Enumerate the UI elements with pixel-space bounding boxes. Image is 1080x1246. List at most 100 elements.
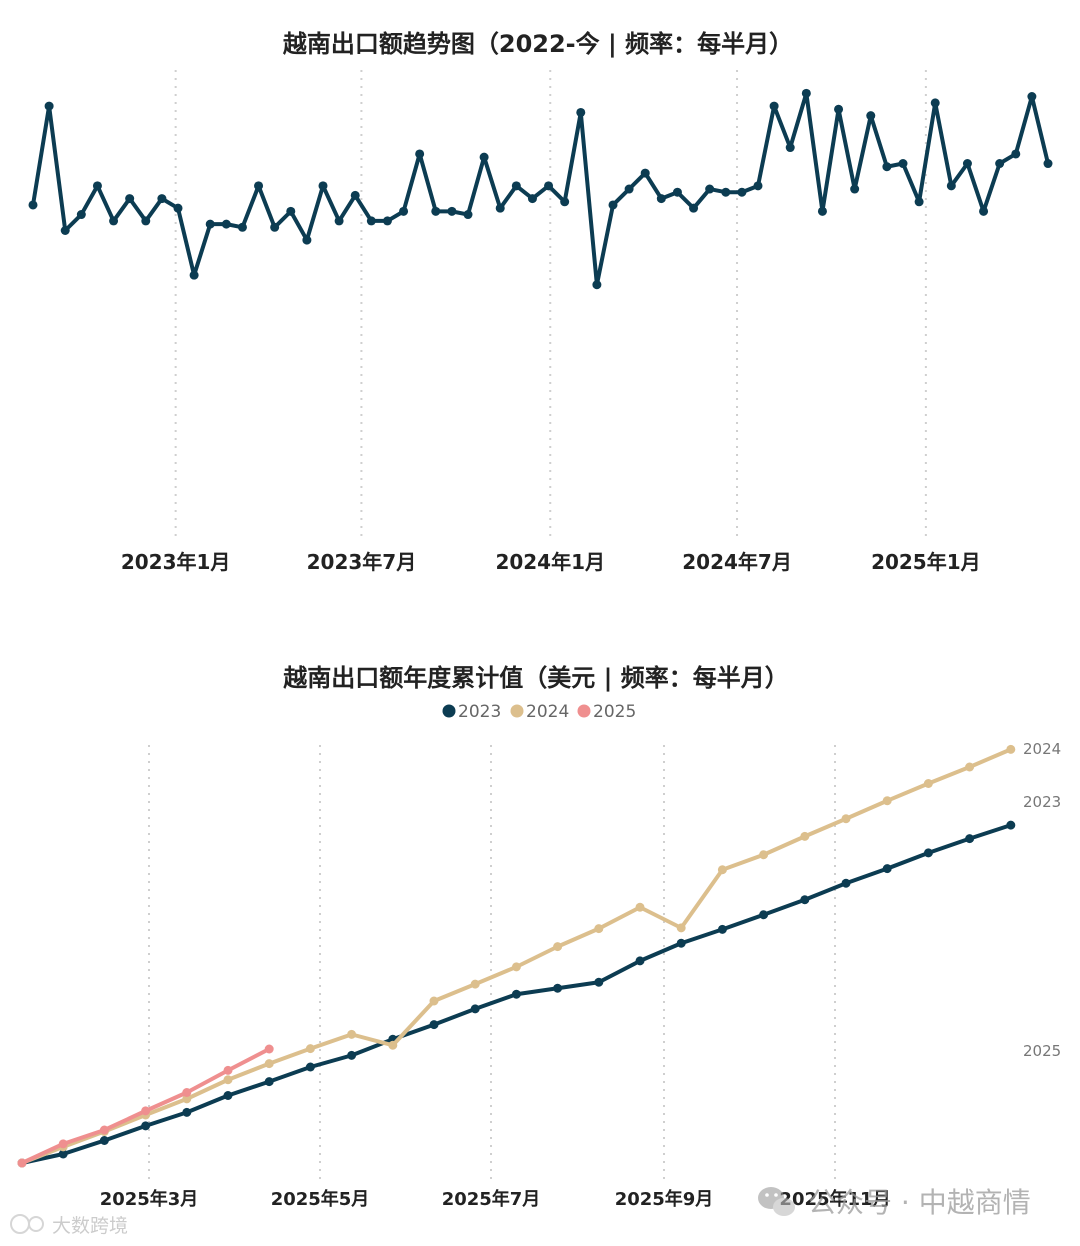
trend-data-point[interactable]	[76, 210, 86, 220]
trend-data-point[interactable]	[173, 203, 183, 213]
trend-data-point[interactable]	[366, 216, 376, 226]
trend-data-point[interactable]	[382, 216, 392, 226]
trend-data-point[interactable]	[705, 184, 715, 194]
cumulative-data-point-2024[interactable]	[388, 1040, 398, 1050]
cumulative-data-point-2023[interactable]	[759, 910, 769, 920]
trend-data-point[interactable]	[995, 159, 1005, 169]
trend-data-point[interactable]	[302, 235, 312, 245]
trend-data-point[interactable]	[608, 200, 618, 210]
cumulative-data-point-2024[interactable]	[182, 1094, 192, 1104]
cumulative-data-point-2023[interactable]	[470, 1004, 480, 1014]
trend-data-point[interactable]	[640, 168, 650, 178]
trend-data-point[interactable]	[914, 197, 924, 207]
cumulative-data-point-2024[interactable]	[841, 814, 851, 824]
trend-data-point[interactable]	[270, 222, 280, 232]
cumulative-data-point-2023[interactable]	[635, 956, 645, 966]
cumulative-data-point-2023[interactable]	[717, 924, 727, 934]
trend-data-point[interactable]	[237, 222, 247, 232]
trend-data-point[interactable]	[560, 197, 570, 207]
trend-data-point[interactable]	[672, 187, 682, 197]
legend-item-2025[interactable]: 2025	[577, 702, 637, 722]
cumulative-data-point-2024[interactable]	[1006, 744, 1016, 754]
cumulative-data-point-2025[interactable]	[58, 1139, 68, 1149]
trend-data-point[interactable]	[979, 206, 989, 216]
cumulative-data-point-2024[interactable]	[923, 779, 933, 788]
trend-data-point[interactable]	[60, 226, 70, 235]
cumulative-data-point-2024[interactable]	[264, 1059, 274, 1069]
cumulative-data-point-2024[interactable]	[635, 902, 645, 912]
cumulative-data-point-2023[interactable]	[511, 989, 521, 999]
cumulative-data-point-2024[interactable]	[759, 850, 769, 860]
legend-item-2023[interactable]: 2023	[442, 702, 502, 722]
trend-data-point[interactable]	[946, 181, 956, 191]
trend-data-point[interactable]	[447, 206, 457, 216]
trend-data-point[interactable]	[834, 104, 844, 114]
cumulative-data-point-2023[interactable]	[1006, 820, 1016, 830]
cumulative-data-point-2024[interactable]	[511, 962, 521, 972]
trend-data-point[interactable]	[318, 181, 328, 191]
trend-data-point[interactable]	[511, 181, 521, 191]
cumulative-data-point-2023[interactable]	[676, 938, 686, 948]
legend-item-2024[interactable]: 2024	[510, 702, 570, 722]
cumulative-data-point-2025[interactable]	[17, 1158, 27, 1168]
trend-data-point[interactable]	[28, 200, 38, 210]
cumulative-data-point-2024[interactable]	[882, 796, 892, 806]
cumulative-data-point-2024[interactable]	[429, 996, 439, 1006]
trend-data-point[interactable]	[205, 219, 215, 229]
cumulative-data-point-2023[interactable]	[553, 983, 563, 993]
trend-data-point[interactable]	[399, 206, 409, 216]
trend-data-point[interactable]	[463, 210, 473, 220]
cumulative-data-point-2023[interactable]	[141, 1121, 151, 1131]
trend-data-point[interactable]	[495, 203, 505, 213]
trend-data-point[interactable]	[866, 111, 876, 121]
cumulative-chart-legend[interactable]: 2023 2024 2025	[442, 702, 637, 722]
trend-data-point[interactable]	[785, 143, 795, 153]
cumulative-data-point-2024[interactable]	[553, 942, 563, 952]
cumulative-data-point-2023[interactable]	[305, 1062, 315, 1072]
cumulative-data-point-2023[interactable]	[182, 1107, 192, 1117]
trend-data-point[interactable]	[415, 149, 425, 159]
trend-data-point[interactable]	[254, 181, 264, 191]
cumulative-data-point-2024[interactable]	[717, 865, 727, 875]
trend-data-point[interactable]	[431, 206, 441, 216]
cumulative-data-point-2024[interactable]	[965, 762, 975, 772]
trend-data-point[interactable]	[769, 101, 779, 111]
trend-data-point[interactable]	[721, 187, 731, 197]
cumulative-data-point-2023[interactable]	[264, 1077, 274, 1087]
trend-data-point[interactable]	[92, 181, 102, 191]
trend-data-point[interactable]	[125, 194, 135, 204]
trend-data-point[interactable]	[109, 216, 119, 226]
trend-data-point[interactable]	[189, 270, 199, 280]
trend-data-point[interactable]	[479, 152, 489, 162]
cumulative-data-point-2024[interactable]	[305, 1044, 315, 1054]
trend-data-point[interactable]	[624, 184, 634, 194]
trend-data-point[interactable]	[850, 184, 860, 194]
cumulative-data-point-2024[interactable]	[347, 1029, 357, 1039]
trend-data-point[interactable]	[592, 280, 602, 290]
cumulative-data-point-2023[interactable]	[99, 1136, 109, 1145]
cumulative-data-point-2023[interactable]	[58, 1149, 68, 1159]
trend-data-point[interactable]	[334, 216, 344, 226]
cumulative-data-point-2023[interactable]	[965, 834, 975, 844]
cumulative-data-point-2023[interactable]	[841, 878, 851, 888]
trend-data-point[interactable]	[1011, 149, 1021, 159]
cumulative-data-point-2023[interactable]	[223, 1091, 233, 1100]
trend-data-point[interactable]	[817, 206, 827, 216]
cumulative-data-point-2023[interactable]	[923, 848, 933, 858]
trend-data-point[interactable]	[656, 194, 666, 204]
cumulative-data-point-2024[interactable]	[676, 923, 686, 933]
trend-data-point[interactable]	[1043, 159, 1053, 169]
cumulative-data-point-2023[interactable]	[347, 1050, 357, 1060]
cumulative-data-point-2025[interactable]	[223, 1065, 233, 1075]
cumulative-data-point-2023[interactable]	[882, 864, 892, 874]
trend-data-point[interactable]	[882, 162, 892, 172]
cumulative-data-point-2024[interactable]	[800, 831, 810, 841]
cumulative-data-point-2024[interactable]	[223, 1075, 233, 1085]
cumulative-data-point-2025[interactable]	[141, 1106, 151, 1116]
cumulative-data-point-2025[interactable]	[99, 1125, 109, 1135]
cumulative-data-point-2023[interactable]	[800, 895, 810, 905]
trend-data-point[interactable]	[350, 190, 360, 200]
trend-data-point[interactable]	[286, 206, 296, 216]
cumulative-data-point-2024[interactable]	[594, 924, 604, 934]
trend-data-point[interactable]	[157, 194, 167, 204]
